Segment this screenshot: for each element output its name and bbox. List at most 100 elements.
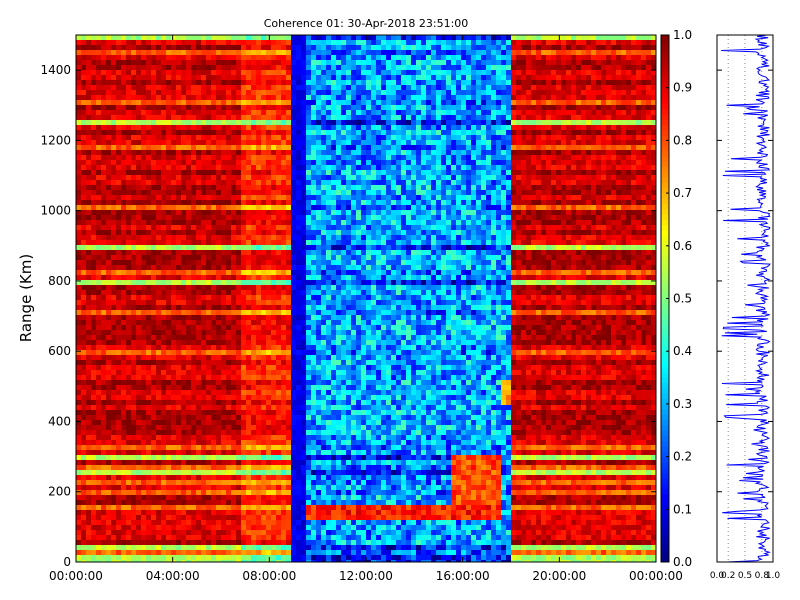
heatmap-cell — [291, 200, 297, 206]
heatmap-cell — [356, 40, 362, 46]
heatmap-cell — [306, 50, 312, 56]
heatmap-cell — [606, 225, 612, 231]
heatmap-cell — [486, 40, 492, 46]
heatmap-cell — [371, 125, 377, 131]
heatmap-cell — [216, 130, 222, 136]
heatmap-cell — [556, 120, 562, 126]
heatmap-cell — [486, 135, 492, 141]
heatmap-cell — [541, 75, 547, 81]
heatmap-cell — [491, 85, 497, 91]
heatmap-cell — [361, 65, 367, 71]
heatmap-cell — [566, 130, 572, 136]
heatmap-cell — [531, 220, 537, 226]
heatmap-cell — [151, 180, 157, 186]
heatmap-cell — [571, 240, 577, 246]
heatmap-cell — [226, 215, 232, 221]
heatmap-cell — [606, 240, 612, 246]
heatmap-cell — [616, 125, 622, 131]
heatmap-cell — [471, 230, 477, 236]
heatmap-cell — [186, 155, 192, 161]
heatmap-cell — [146, 240, 152, 246]
heatmap-cell — [286, 110, 292, 116]
heatmap-cell — [456, 235, 462, 241]
heatmap-cell — [476, 200, 482, 206]
heatmap-cell — [481, 80, 487, 86]
heatmap-cell — [326, 205, 332, 211]
heatmap-cell — [181, 90, 187, 96]
heatmap-cell — [496, 90, 502, 96]
heatmap-cell — [126, 150, 132, 156]
heatmap-cell — [441, 245, 447, 251]
heatmap-cell — [366, 125, 372, 131]
heatmap-cell — [561, 220, 567, 226]
heatmap-cell — [246, 135, 252, 141]
heatmap-cell — [346, 45, 352, 51]
heatmap-cell — [421, 85, 427, 91]
heatmap-cell — [486, 170, 492, 176]
heatmap-cell — [641, 190, 647, 196]
heatmap-cell — [496, 205, 502, 211]
heatmap-cell — [581, 235, 587, 241]
heatmap-cell — [481, 145, 487, 151]
heatmap-cell — [296, 100, 302, 106]
heatmap-cell — [116, 185, 122, 191]
heatmap-cell — [376, 185, 382, 191]
heatmap-cell — [531, 45, 537, 51]
heatmap-cell — [536, 45, 542, 51]
heatmap-cell — [286, 35, 292, 41]
heatmap-cell — [561, 155, 567, 161]
heatmap-cell — [496, 190, 502, 196]
heatmap-cell — [411, 105, 417, 111]
heatmap-cell — [356, 140, 362, 146]
heatmap-cell — [646, 85, 652, 91]
heatmap-cell — [96, 35, 102, 41]
heatmap-cell — [536, 95, 542, 101]
heatmap-cell — [641, 80, 647, 86]
heatmap-cell — [276, 140, 282, 146]
heatmap-cell — [461, 120, 467, 126]
heatmap-cell — [161, 55, 167, 61]
heatmap-cell — [376, 205, 382, 211]
heatmap-cell — [446, 100, 452, 106]
heatmap-cell — [531, 245, 537, 251]
heatmap-cell — [396, 235, 402, 241]
heatmap-cell — [386, 135, 392, 141]
heatmap-cell — [406, 200, 412, 206]
heatmap-cell — [516, 40, 522, 46]
heatmap-cell — [366, 185, 372, 191]
heatmap-cell — [386, 95, 392, 101]
heatmap-cell — [426, 190, 432, 196]
heatmap-cell — [221, 170, 227, 176]
heatmap-cell — [351, 95, 357, 101]
heatmap-cell — [246, 75, 252, 81]
heatmap-cell — [286, 140, 292, 146]
heatmap-cell — [126, 45, 132, 51]
heatmap-cell — [591, 40, 597, 46]
heatmap-cell — [306, 210, 312, 216]
heatmap-cell — [406, 55, 412, 61]
heatmap-cell — [106, 130, 112, 136]
heatmap-cell — [276, 210, 282, 216]
heatmap-cell — [141, 145, 147, 151]
heatmap-cell — [231, 45, 237, 51]
heatmap-cell — [91, 150, 97, 156]
heatmap-cell — [421, 180, 427, 186]
heatmap-cell — [596, 210, 602, 216]
heatmap-cell — [241, 245, 247, 251]
heatmap-cell — [121, 240, 127, 246]
heatmap-cell — [606, 200, 612, 206]
heatmap-cell — [161, 130, 167, 136]
heatmap-cell — [151, 175, 157, 181]
heatmap-cell — [246, 70, 252, 76]
heatmap-cell — [531, 65, 537, 71]
heatmap-cell — [426, 130, 432, 136]
heatmap-cell — [381, 135, 387, 141]
heatmap-cell — [571, 60, 577, 66]
heatmap-cell — [156, 200, 162, 206]
heatmap-cell — [531, 205, 537, 211]
heatmap-cell — [391, 155, 397, 161]
heatmap-cell — [256, 80, 262, 86]
heatmap-cell — [96, 230, 102, 236]
heatmap-cell — [516, 120, 522, 126]
heatmap-cell — [206, 135, 212, 141]
